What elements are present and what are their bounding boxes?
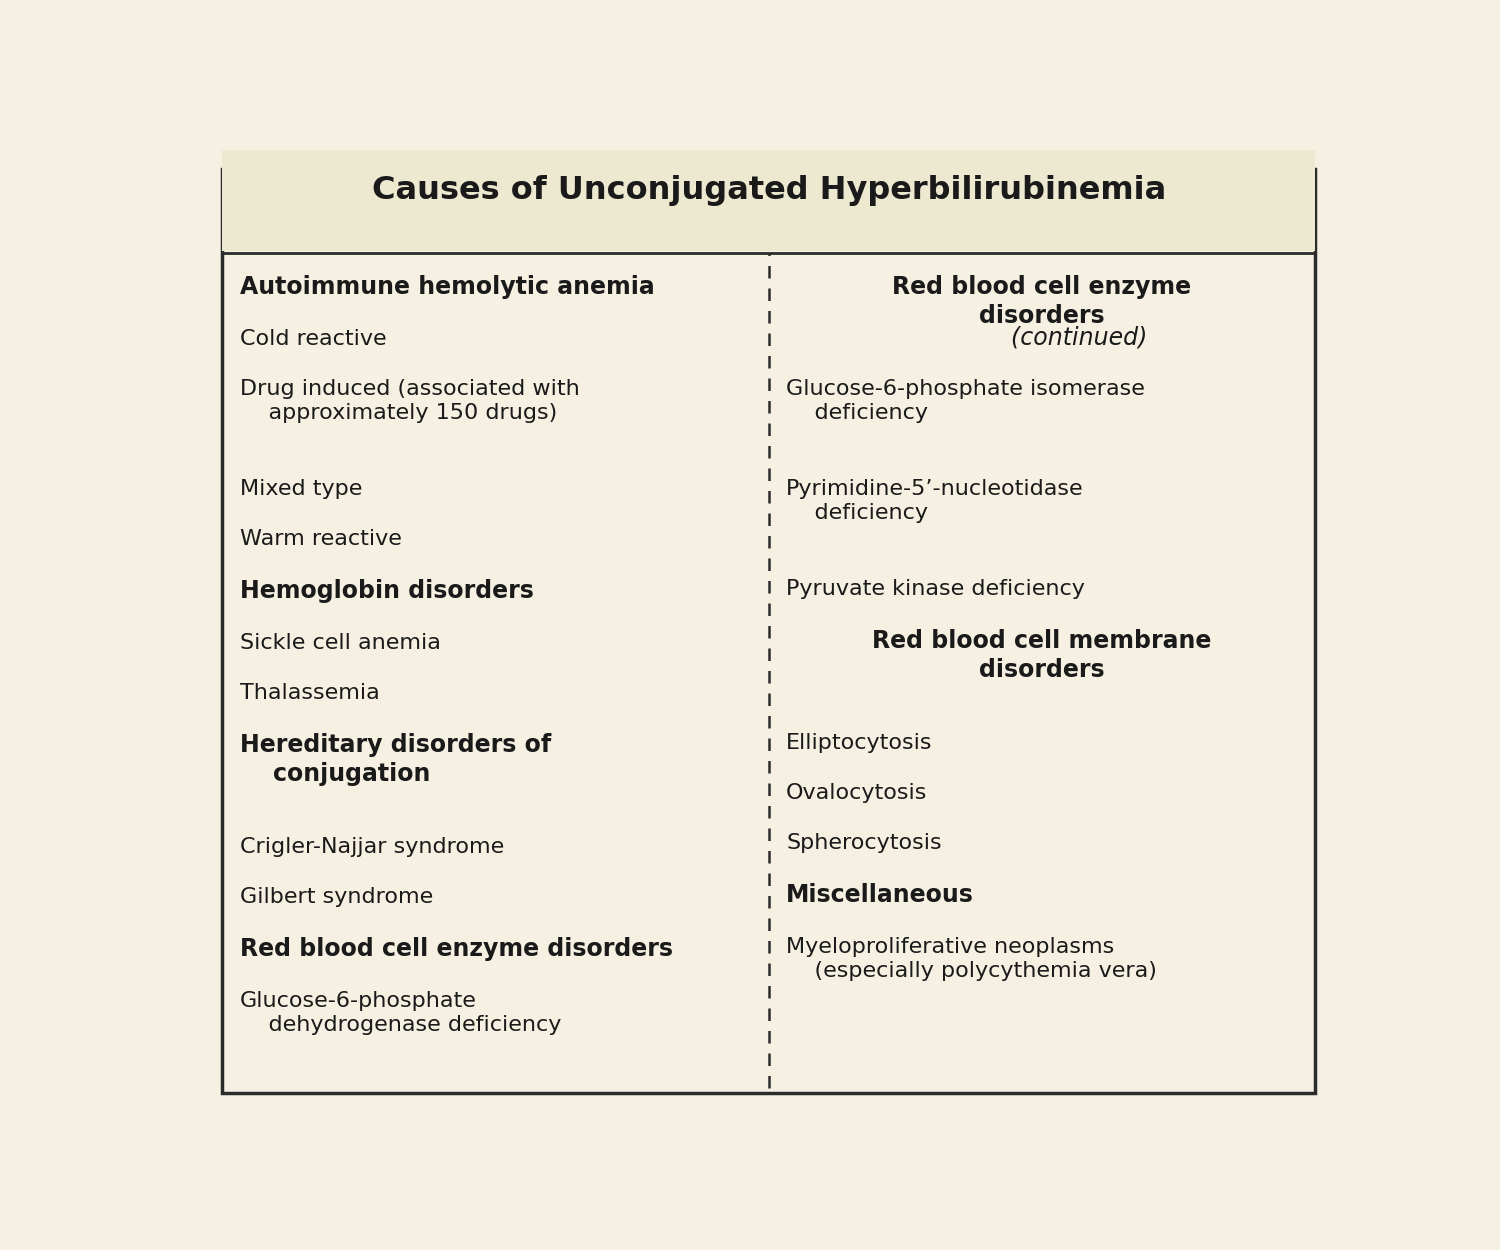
Text: Warm reactive: Warm reactive: [240, 529, 402, 549]
Text: (continued): (continued): [936, 325, 1148, 349]
Text: Pyrimidine-5’-nucleotidase
    deficiency: Pyrimidine-5’-nucleotidase deficiency: [786, 479, 1084, 524]
Text: Spherocytosis: Spherocytosis: [786, 834, 942, 854]
Text: Miscellaneous: Miscellaneous: [786, 884, 974, 908]
Text: Sickle cell anemia: Sickle cell anemia: [240, 634, 441, 654]
Text: Cold reactive: Cold reactive: [240, 329, 387, 349]
Text: Drug induced (associated with
    approximately 150 drugs): Drug induced (associated with approximat…: [240, 379, 579, 423]
Text: Red blood cell enzyme disorders: Red blood cell enzyme disorders: [240, 938, 674, 961]
Text: Ovalocytosis: Ovalocytosis: [786, 784, 927, 804]
Text: Autoimmune hemolytic anemia: Autoimmune hemolytic anemia: [240, 275, 654, 299]
Text: Hereditary disorders of
    conjugation: Hereditary disorders of conjugation: [240, 734, 550, 786]
Text: Elliptocytosis: Elliptocytosis: [786, 734, 933, 754]
Text: Causes of Unconjugated Hyperbilirubinemia: Causes of Unconjugated Hyperbilirubinemi…: [372, 175, 1166, 206]
Text: Hemoglobin disorders: Hemoglobin disorders: [240, 579, 534, 604]
Text: Mixed type: Mixed type: [240, 479, 362, 499]
Text: Pyruvate kinase deficiency: Pyruvate kinase deficiency: [786, 579, 1084, 599]
Text: Glucose-6-phosphate
    dehydrogenase deficiency: Glucose-6-phosphate dehydrogenase defici…: [240, 991, 561, 1035]
Text: Red blood cell membrane
disorders: Red blood cell membrane disorders: [873, 629, 1212, 682]
Text: Myeloproliferative neoplasms
    (especially polycythemia vera): Myeloproliferative neoplasms (especially…: [786, 938, 1156, 981]
Text: Glucose-6-phosphate isomerase
    deficiency: Glucose-6-phosphate isomerase deficiency: [786, 379, 1144, 423]
Text: Gilbert syndrome: Gilbert syndrome: [240, 888, 434, 908]
Bar: [222, 131, 1316, 251]
Text: Crigler-Najjar syndrome: Crigler-Najjar syndrome: [240, 838, 504, 858]
Text: Red blood cell enzyme
disorders: Red blood cell enzyme disorders: [892, 275, 1191, 328]
Text: Thalassemia: Thalassemia: [240, 684, 380, 704]
